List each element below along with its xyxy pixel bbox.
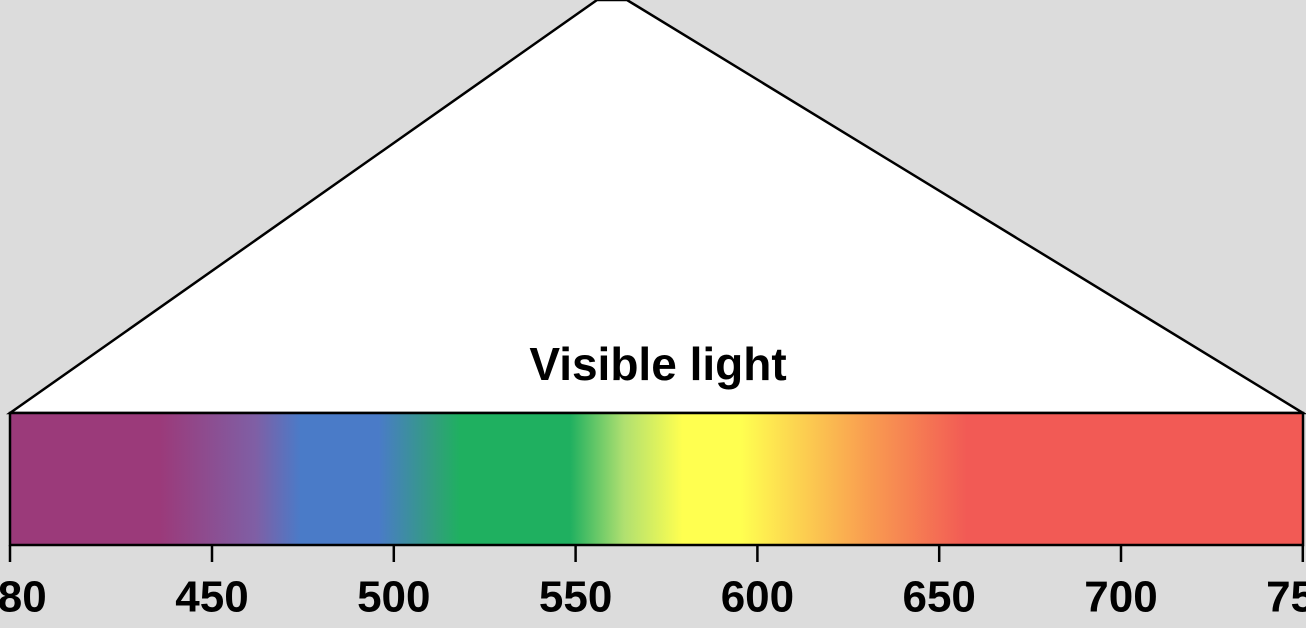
spectrum-bar (8, 411, 1305, 547)
tick-label: 550 (539, 573, 612, 622)
tick-label: 650 (902, 573, 975, 622)
tick-label: 500 (357, 573, 430, 622)
tick-label: 600 (721, 573, 794, 622)
axis: 380 450 500 550 600 650 700 750 (0, 545, 1306, 622)
title: Visible light (529, 338, 786, 390)
tick-label: 750 (1266, 573, 1306, 622)
tick-label: 380 (0, 573, 47, 622)
tick-label: 700 (1084, 573, 1157, 622)
tick-label: 450 (175, 573, 248, 622)
